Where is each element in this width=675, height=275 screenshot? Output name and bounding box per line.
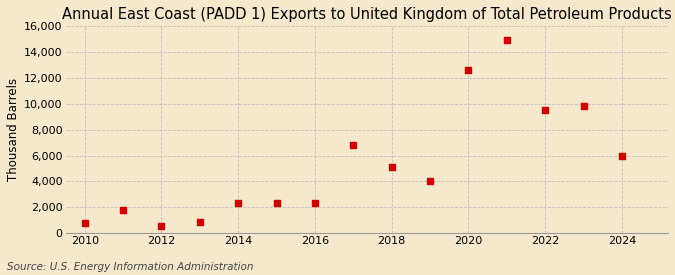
Title: Annual East Coast (PADD 1) Exports to United Kingdom of Total Petroleum Products: Annual East Coast (PADD 1) Exports to Un… <box>62 7 672 22</box>
Point <box>502 38 512 42</box>
Point <box>578 104 589 108</box>
Point <box>386 165 397 169</box>
Point <box>425 179 435 184</box>
Point <box>271 201 282 206</box>
Y-axis label: Thousand Barrels: Thousand Barrels <box>7 78 20 181</box>
Point <box>156 223 167 228</box>
Point <box>117 208 128 212</box>
Point <box>194 219 205 224</box>
Point <box>540 108 551 112</box>
Point <box>348 143 358 147</box>
Point <box>616 153 627 158</box>
Point <box>79 221 90 225</box>
Point <box>463 68 474 72</box>
Point <box>310 201 321 206</box>
Point <box>233 201 244 206</box>
Text: Source: U.S. Energy Information Administration: Source: U.S. Energy Information Administ… <box>7 262 253 272</box>
